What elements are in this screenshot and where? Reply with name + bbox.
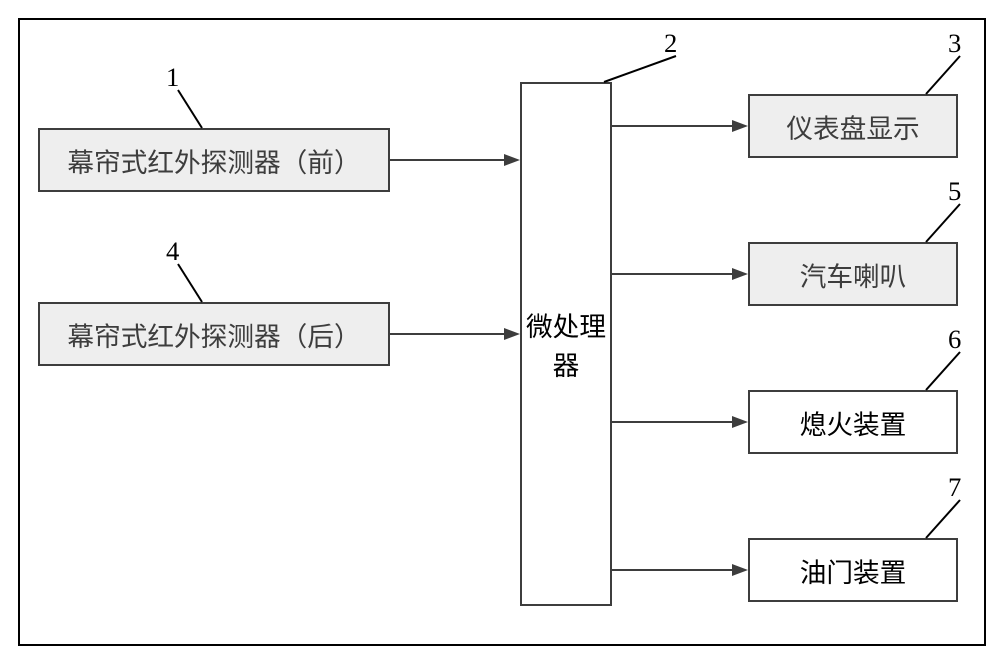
callout-2: 2 xyxy=(664,28,677,59)
callout-1: 1 xyxy=(166,62,179,93)
callout-4: 4 xyxy=(166,236,179,267)
callout-5: 5 xyxy=(948,176,961,207)
node-label: 汽车喇叭 xyxy=(800,255,907,294)
callout-text: 6 xyxy=(948,324,961,354)
node-throttle: 油门装置 xyxy=(748,538,958,602)
node-label: 幕帘式红外探测器（前） xyxy=(67,141,360,180)
callout-6: 6 xyxy=(948,324,961,355)
callout-text: 2 xyxy=(664,28,677,58)
callout-text: 3 xyxy=(948,28,961,58)
callout-7: 7 xyxy=(948,472,961,503)
callout-3: 3 xyxy=(948,28,961,59)
node-label: 油门装置 xyxy=(800,551,907,590)
diagram-canvas: 幕帘式红外探测器（前） 幕帘式红外探测器（后） 微处理器 仪表盘显示 汽车喇叭 … xyxy=(0,0,1000,660)
node-detector-front: 幕帘式红外探测器（前） xyxy=(38,128,390,192)
node-microprocessor: 微处理器 xyxy=(520,82,612,606)
node-label: 熄火装置 xyxy=(800,403,907,442)
node-flameout: 熄火装置 xyxy=(748,390,958,454)
node-label: 仪表盘显示 xyxy=(786,107,919,146)
callout-text: 1 xyxy=(166,62,179,92)
node-dashboard: 仪表盘显示 xyxy=(748,94,958,158)
node-detector-rear: 幕帘式红外探测器（后） xyxy=(38,302,390,366)
callout-text: 5 xyxy=(948,176,961,206)
node-label: 幕帘式红外探测器（后） xyxy=(67,315,360,354)
callout-text: 4 xyxy=(166,236,179,266)
node-horn: 汽车喇叭 xyxy=(748,242,958,306)
callout-text: 7 xyxy=(948,472,961,502)
node-label: 微处理器 xyxy=(522,305,610,383)
